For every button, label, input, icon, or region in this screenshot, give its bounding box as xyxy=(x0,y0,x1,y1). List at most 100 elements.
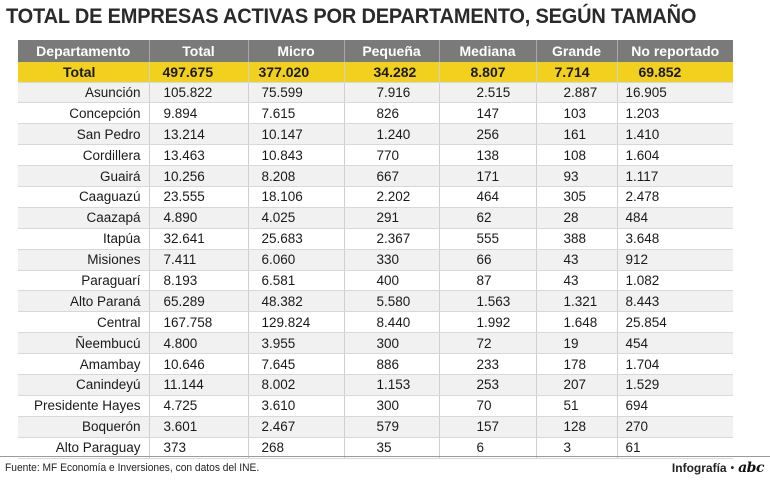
departamento-cell: Caaguazú xyxy=(18,186,150,208)
total-cell: 10.256 xyxy=(149,165,249,187)
total-cell: 8.193 xyxy=(149,270,249,292)
micro-cell: 7.615 xyxy=(248,102,345,125)
departamento-cell: San Pedro xyxy=(18,123,150,146)
no-reportado-cell: 16.905 xyxy=(617,82,733,104)
column-header-total: Total xyxy=(149,40,249,62)
grande-cell: 161 xyxy=(536,123,618,146)
departamento-cell: Paraguarí xyxy=(18,270,150,292)
departamento-cell: Boquerón xyxy=(18,416,150,438)
pequena-cell: 300 xyxy=(344,395,440,417)
pequena-cell: 300 xyxy=(344,332,440,355)
table-row: Concepción 9.894 7.615 826 147 103 1.203 xyxy=(18,102,733,125)
grande-cell: 2.887 xyxy=(536,82,618,104)
micro-cell: 129.824 xyxy=(248,311,345,334)
total-cell: 4.800 xyxy=(149,332,249,355)
data-table-container: Departamento Total Micro Pequeña Mediana… xyxy=(18,40,733,459)
column-header-departamento: Departamento xyxy=(18,40,150,62)
departamento-cell: Alto Paraguay xyxy=(18,437,150,459)
pequena-cell: 667 xyxy=(344,165,440,187)
no-reportado-cell: 1.082 xyxy=(617,270,733,292)
total-cell: 373 xyxy=(149,437,249,459)
total-cell: 167.758 xyxy=(149,311,249,334)
micro-cell: 10.843 xyxy=(248,144,345,167)
mediana-cell: 72 xyxy=(439,332,537,355)
pequena-cell: 770 xyxy=(344,144,440,167)
table-row: Alto Paraguay 373 268 35 6 3 61 xyxy=(18,437,733,459)
micro-cell: 75.599 xyxy=(248,82,345,104)
departamento-cell: Asunción xyxy=(18,82,150,104)
total-pequena-cell: 34.282 xyxy=(344,62,440,83)
departamento-cell: Itapúa xyxy=(18,228,150,250)
micro-cell: 7.645 xyxy=(248,353,345,375)
table-row: Canindeyú 11.144 8.002 1.153 253 207 1.529 xyxy=(18,374,733,396)
departamento-cell: Caazapá xyxy=(18,207,150,229)
mediana-cell: 87 xyxy=(439,270,537,292)
column-header-pequena: Pequeña xyxy=(344,40,440,62)
departamento-cell: Alto Paraná xyxy=(18,290,150,313)
no-reportado-cell: 912 xyxy=(617,249,733,271)
chart-title: TOTAL DE EMPRESAS ACTIVAS POR DEPARTAMEN… xyxy=(6,4,697,28)
departamento-cell: Ñeembucú xyxy=(18,332,150,355)
micro-cell: 6.581 xyxy=(248,270,345,292)
total-label-cell: Total xyxy=(18,62,150,83)
pequena-cell: 2.367 xyxy=(344,228,440,250)
grande-cell: 3 xyxy=(536,437,618,459)
no-reportado-cell: 2.478 xyxy=(617,186,733,208)
total-micro-cell: 377.020 xyxy=(248,62,345,83)
grande-cell: 207 xyxy=(536,374,618,396)
no-reportado-cell: 484 xyxy=(617,207,733,229)
micro-cell: 48.382 xyxy=(248,290,345,313)
total-cell: 9.894 xyxy=(149,102,249,125)
table-row: Misiones 7.411 6.060 330 66 43 912 xyxy=(18,249,733,271)
table-row: Alto Paraná 65.289 48.382 5.580 1.563 1.321 8.… xyxy=(18,290,733,313)
credit-separator: • xyxy=(730,462,735,474)
table-row: Boquerón 3.601 2.467 579 157 128 270 xyxy=(18,416,733,438)
total-cell: 11.144 xyxy=(149,374,249,396)
micro-cell: 3.610 xyxy=(248,395,345,417)
mediana-cell: 256 xyxy=(439,123,537,146)
departamento-cell: Canindeyú xyxy=(18,374,150,396)
total-mediana-cell: 8.807 xyxy=(439,62,537,83)
pequena-cell: 1.240 xyxy=(344,123,440,146)
total-cell: 10.646 xyxy=(149,353,249,375)
no-reportado-cell: 1.410 xyxy=(617,123,733,146)
micro-cell: 18.106 xyxy=(248,186,345,208)
grande-cell: 178 xyxy=(536,353,618,375)
pequena-cell: 8.440 xyxy=(344,311,440,334)
mediana-cell: 464 xyxy=(439,186,537,208)
departamento-cell: Guairá xyxy=(18,165,150,187)
mediana-cell: 138 xyxy=(439,144,537,167)
data-table: Departamento Total Micro Pequeña Mediana… xyxy=(18,40,733,459)
no-reportado-cell: 3.648 xyxy=(617,228,733,250)
table-row: Ñeembucú 4.800 3.955 300 72 19 454 xyxy=(18,332,733,355)
pequena-cell: 5.580 xyxy=(344,290,440,313)
total-cell: 4.725 xyxy=(149,395,249,417)
departamento-cell: Cordillera xyxy=(18,144,150,167)
table-row: Amambay 10.646 7.645 886 233 178 1.704 xyxy=(18,353,733,375)
pequena-cell: 35 xyxy=(344,437,440,459)
grande-cell: 128 xyxy=(536,416,618,438)
departamento-cell: Concepción xyxy=(18,102,150,125)
total-grande-cell: 7.714 xyxy=(536,62,618,83)
total-no-reportado-cell: 69.852 xyxy=(617,62,733,83)
table-row: San Pedro 13.214 10.147 1.240 256 161 1.410 xyxy=(18,123,733,146)
mediana-cell: 62 xyxy=(439,207,537,229)
pequena-cell: 1.153 xyxy=(344,374,440,396)
grande-cell: 388 xyxy=(536,228,618,250)
total-cell: 13.463 xyxy=(149,144,249,167)
grande-cell: 1.321 xyxy=(536,290,618,313)
pequena-cell: 400 xyxy=(344,270,440,292)
pequena-cell: 826 xyxy=(344,102,440,125)
total-cell: 105.822 xyxy=(149,82,249,104)
micro-cell: 2.467 xyxy=(248,416,345,438)
departamento-cell: Central xyxy=(18,311,150,334)
grande-cell: 103 xyxy=(536,102,618,125)
micro-cell: 8.002 xyxy=(248,374,345,396)
mediana-cell: 70 xyxy=(439,395,537,417)
micro-cell: 268 xyxy=(248,437,345,459)
grande-cell: 108 xyxy=(536,144,618,167)
micro-cell: 25.683 xyxy=(248,228,345,250)
column-header-mediana: Mediana xyxy=(439,40,537,62)
departamento-cell: Presidente Hayes xyxy=(18,395,150,417)
mediana-cell: 2.515 xyxy=(439,82,537,104)
